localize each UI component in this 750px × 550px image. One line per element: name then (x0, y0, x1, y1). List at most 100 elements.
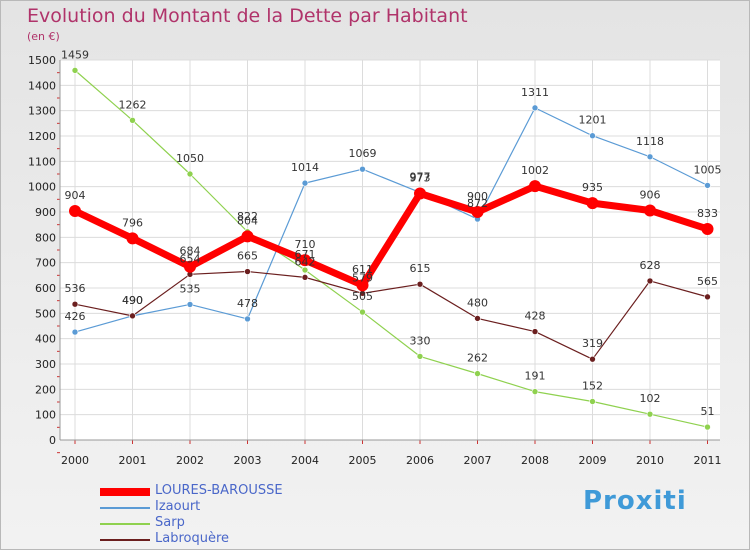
data-label: 1459 (61, 48, 89, 61)
x-tick-label: 2004 (291, 454, 319, 467)
legend-swatch (100, 523, 150, 525)
data-label: 330 (410, 334, 431, 347)
data-label: 710 (295, 238, 316, 251)
data-point (701, 222, 714, 235)
y-tick-label: 700 (35, 257, 56, 270)
data-label: 642 (295, 255, 316, 268)
data-point (71, 67, 79, 74)
series-line-izaourt (74, 107, 708, 333)
data-label: 833 (697, 207, 718, 220)
data-point (531, 388, 539, 395)
data-point (299, 254, 311, 267)
data-label: 1069 (349, 147, 377, 160)
series-line-loures-barousse (73, 182, 709, 289)
data-point (186, 301, 194, 308)
data-point (529, 180, 541, 193)
data-point (531, 104, 539, 112)
data-point (586, 197, 599, 210)
logo-text: Proxiti (583, 486, 687, 516)
y-tick-label: 1100 (28, 155, 56, 168)
data-point (244, 315, 251, 323)
data-point (416, 353, 424, 360)
data-label: 480 (467, 296, 488, 309)
y-tick-label: 800 (35, 231, 56, 244)
x-tick-label: 2009 (579, 454, 607, 467)
legend-swatch (100, 539, 150, 541)
y-tick-label: 100 (35, 409, 56, 422)
data-label: 615 (410, 262, 431, 275)
data-point (704, 293, 711, 301)
data-point (301, 266, 309, 274)
y-tick-label: 0 (49, 434, 56, 447)
x-tick-label: 2008 (521, 454, 549, 467)
data-label: 319 (582, 337, 603, 350)
data-label: 51 (701, 405, 715, 418)
x-tick-label: 2011 (694, 454, 722, 467)
data-label: 1201 (579, 114, 607, 127)
legend-swatch (100, 488, 150, 496)
legend-label: Sarp (155, 515, 185, 530)
data-label: 102 (640, 392, 661, 405)
legend-label: LOURES-BAROUSSE (155, 483, 283, 498)
data-label: 490 (122, 294, 143, 307)
data-label: 796 (122, 216, 143, 229)
data-label: 262 (467, 352, 488, 365)
axes: 0 100 200 300 400 500 600 700 800 900 1000 1100 1200… (28, 54, 722, 467)
data-label: 822 (237, 210, 258, 223)
data-point (471, 206, 484, 218)
data-label: 977 (410, 170, 431, 183)
proxiti-logo: Proxiti (583, 486, 687, 516)
data-label: 1118 (636, 135, 664, 148)
data-point (474, 315, 481, 322)
data-point (244, 268, 251, 275)
data-label: 935 (582, 181, 603, 194)
data-label: 804 (237, 214, 258, 227)
data-label: 535 (180, 282, 201, 295)
y-tick-label: 1200 (28, 130, 56, 143)
data-point (416, 280, 424, 288)
data-label: 1005 (694, 163, 722, 176)
data-point (129, 116, 136, 124)
data-label: 536 (65, 282, 86, 295)
data-label: 671 (295, 248, 316, 261)
x-tick-label: 2007 (464, 454, 492, 467)
data-label: 490 (122, 294, 143, 307)
y-tick-label: 500 (35, 307, 56, 320)
y-tick-label: 1000 (28, 181, 56, 194)
data-point (241, 230, 254, 243)
data-point (356, 279, 369, 292)
data-point (589, 355, 596, 363)
data-point (646, 277, 654, 285)
data-label: 665 (237, 250, 258, 263)
data-label: 426 (65, 310, 86, 323)
data-point (126, 232, 139, 245)
y-tick-label: 600 (35, 282, 56, 295)
data-label: 872 (467, 197, 488, 210)
x-tick-label: 2005 (349, 454, 377, 467)
data-label: 565 (697, 275, 718, 288)
series-line-labroqu-re (74, 270, 708, 360)
data-point (359, 165, 366, 173)
chart-title: Evolution du Montant de la Dette par Hab… (27, 5, 468, 27)
y-tick-label: 400 (35, 333, 56, 346)
data-point (301, 274, 309, 281)
data-point (129, 312, 136, 320)
y-tick-label: 900 (35, 206, 56, 219)
data-label: 904 (65, 189, 86, 202)
data-label: 906 (640, 188, 661, 201)
data-point (414, 187, 426, 200)
data-label: 152 (582, 379, 603, 392)
y-tick-label: 1300 (28, 105, 56, 118)
data-label: 191 (525, 370, 546, 383)
series-line-sarp (74, 69, 708, 428)
legend-label: Labroquère (155, 531, 230, 546)
data-label: 1014 (291, 161, 319, 174)
data-point (644, 204, 656, 217)
x-tick-label: 2001 (119, 454, 147, 467)
data-point (531, 328, 539, 335)
y-tick-label: 1500 (28, 54, 56, 67)
data-label: 428 (525, 310, 546, 323)
data-label: 505 (352, 290, 373, 303)
data-label: 579 (352, 271, 373, 284)
